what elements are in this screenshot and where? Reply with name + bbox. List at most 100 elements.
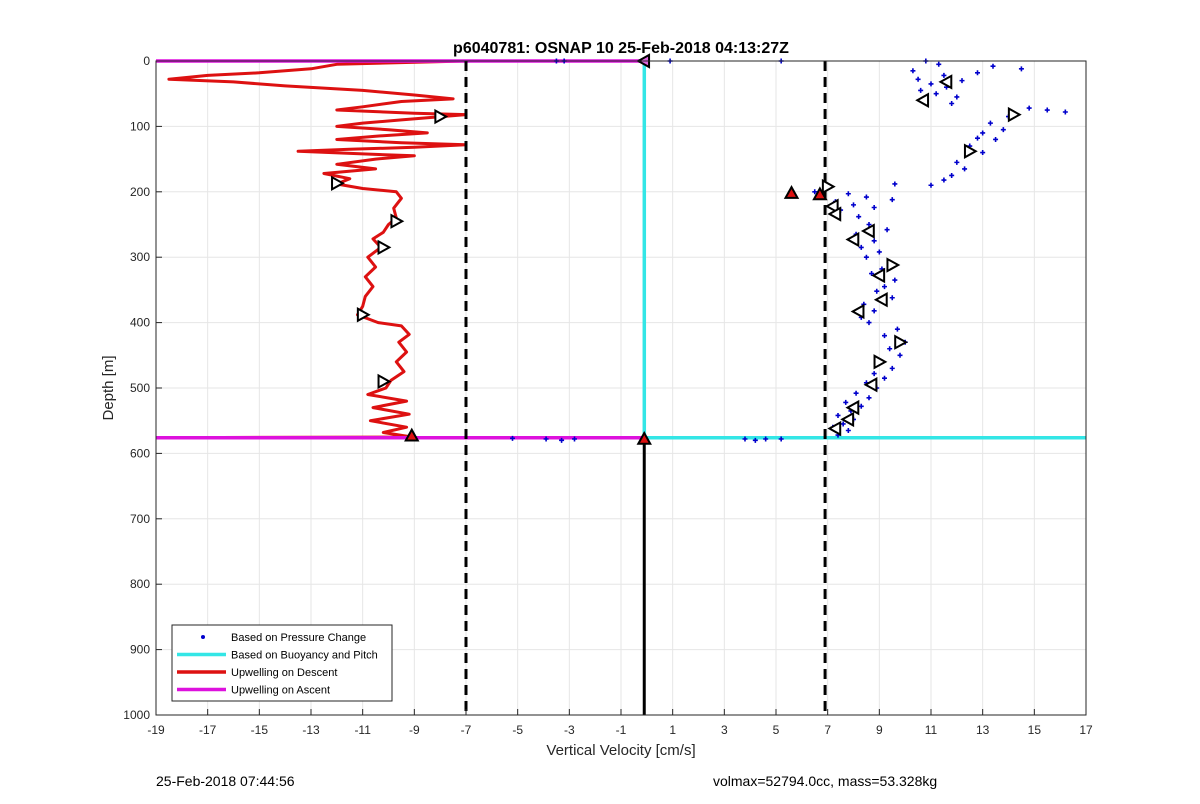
pressure-change-point — [987, 120, 993, 126]
pressure-change-point — [936, 61, 942, 67]
pressure-change-point — [871, 371, 877, 377]
triangle-marker — [915, 92, 930, 108]
pressure-change-point — [856, 214, 862, 220]
triangle-marker — [871, 267, 886, 284]
triangle-marker — [873, 354, 888, 370]
x-tick-label: 13 — [976, 723, 990, 737]
footer-timestamp: 25-Feb-2018 07:44:56 — [156, 773, 295, 789]
pressure-change-point — [975, 70, 980, 76]
triangle-marker — [377, 239, 392, 256]
pressure-change-point — [882, 284, 887, 290]
pressure-change-point — [858, 244, 864, 250]
pressure-change-point — [845, 191, 851, 197]
legend-label: Based on Pressure Change — [231, 632, 366, 644]
triangle-marker — [377, 373, 392, 390]
x-axis-label: Vertical Velocity [cm/s] — [546, 742, 695, 759]
triangle-marker — [845, 231, 860, 248]
pressure-change-point — [510, 435, 515, 441]
y-tick-label: 400 — [130, 316, 150, 330]
pressure-change-point — [778, 436, 784, 442]
pressure-change-point — [835, 412, 841, 418]
x-tick-label: 11 — [925, 723, 938, 737]
pressure-change-point — [887, 346, 893, 352]
x-tick-label: -17 — [199, 723, 217, 737]
x-tick-label: -11 — [354, 723, 371, 737]
triangle-marker — [850, 303, 865, 320]
pressure-change-point — [812, 189, 818, 195]
pressure-change-point — [962, 166, 968, 172]
triangle-marker — [821, 178, 836, 195]
pressure-change-point — [954, 94, 960, 100]
x-tick-label: -15 — [251, 723, 269, 737]
pressure-change-point — [889, 365, 895, 371]
triangle-marker — [636, 430, 652, 445]
pressure-change-point — [975, 135, 980, 141]
pressure-change-point — [897, 352, 903, 358]
legend-label: Upwelling on Descent — [231, 667, 337, 679]
pressure-change-point — [845, 428, 851, 434]
pressure-change-point — [871, 238, 877, 244]
pressure-change-point — [866, 395, 872, 401]
pressure-change-point — [851, 202, 856, 208]
pressure-change-point — [863, 254, 869, 260]
plot-markers — [331, 53, 1022, 445]
pressure-change-point — [889, 197, 895, 203]
triangle-marker — [434, 108, 449, 125]
pressure-change-point — [882, 375, 887, 381]
x-tick-label: 15 — [1028, 723, 1042, 737]
y-tick-label: 1000 — [123, 708, 150, 722]
pressure-change-point — [863, 194, 869, 200]
x-tick-label: 1 — [669, 723, 676, 737]
pressure-change-point — [980, 130, 986, 136]
triangle-marker — [938, 74, 953, 90]
pressure-change-point — [572, 436, 577, 442]
pressure-change-point — [866, 222, 872, 227]
pressure-change-point — [543, 436, 549, 442]
legend-label: Based on Buoyancy and Pitch — [231, 650, 378, 662]
triangle-marker — [886, 257, 901, 273]
series-upwelling-descent — [155, 59, 468, 440]
pressure-change-point — [933, 91, 939, 97]
x-tick-label: 7 — [824, 723, 831, 737]
pressure-change-point — [894, 326, 900, 332]
pressure-change-point — [843, 399, 849, 405]
grid — [155, 60, 1087, 716]
y-tick-label: 700 — [130, 512, 150, 526]
pressure-change-point — [884, 227, 890, 233]
pressure-change-point — [742, 436, 748, 442]
triangle-marker — [812, 186, 828, 201]
triangle-marker — [356, 307, 371, 323]
pressure-change-point — [993, 136, 999, 142]
y-tick-label: 800 — [130, 577, 150, 591]
x-tick-label: 17 — [1079, 723, 1093, 737]
legend-label: Upwelling on Ascent — [231, 685, 330, 697]
x-tick-label: 9 — [876, 723, 883, 737]
footer-volmax-mass: volmax=52794.0cc, mass=53.328kg — [713, 773, 938, 789]
x-tick-label: -9 — [409, 723, 420, 737]
pressure-change-point — [892, 181, 898, 187]
pressure-change-point — [928, 81, 934, 87]
x-tick-label: -5 — [512, 723, 523, 737]
x-tick-label: -13 — [302, 723, 320, 737]
y-tick-label: 500 — [130, 381, 150, 395]
x-tick-label: 5 — [773, 723, 780, 737]
triangle-marker — [331, 175, 345, 191]
pressure-change-point — [918, 87, 924, 93]
pressure-change-point — [1018, 66, 1024, 72]
triangle-marker — [860, 223, 875, 239]
pressure-change-point — [853, 390, 859, 396]
pressure-change-point — [915, 76, 921, 82]
triangle-marker — [894, 334, 909, 350]
x-tick-label: 3 — [721, 723, 728, 737]
pressure-change-point — [941, 72, 947, 78]
y-tick-label: 600 — [130, 446, 150, 460]
triangle-marker — [963, 143, 978, 159]
pressure-change-point — [1044, 107, 1050, 113]
triangle-marker — [783, 185, 800, 199]
triangle-marker — [863, 377, 878, 393]
x-tick-label: -19 — [147, 723, 165, 737]
pressure-change-point — [928, 182, 934, 188]
pressure-change-point — [866, 320, 872, 326]
y-tick-label: 900 — [130, 643, 150, 657]
